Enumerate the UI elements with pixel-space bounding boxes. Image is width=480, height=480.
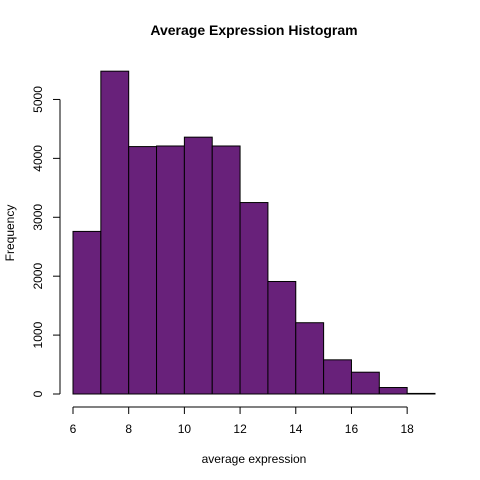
bars-group <box>72 70 436 395</box>
histogram-bar-18-19 <box>406 392 436 395</box>
chart-title: Average Expression Histogram <box>150 22 357 38</box>
y-axis-label: Frequency <box>3 205 17 262</box>
y-tick-label: 1000 <box>31 321 45 348</box>
x-tick-label: 8 <box>125 422 132 436</box>
y-tick-label: 4000 <box>31 145 45 172</box>
y-axis: 0 1000 2000 3000 4000 5000 <box>31 86 61 397</box>
histogram-bar-16-17 <box>350 371 380 395</box>
histogram-bar-8-9 <box>128 146 158 395</box>
histogram-bar-11-12 <box>211 145 241 395</box>
histogram-bar-9-10 <box>156 145 185 395</box>
y-tick-label: 5000 <box>31 86 45 113</box>
x-axis: 6 8 10 12 14 16 18 <box>70 406 414 436</box>
y-tick-label: 0 <box>31 390 45 397</box>
histogram-bar-6-7 <box>72 230 102 395</box>
x-tick-label: 14 <box>289 422 303 436</box>
histogram-bar-7-8 <box>100 70 130 395</box>
y-tick-label: 3000 <box>31 204 45 231</box>
x-tick-label: 12 <box>233 422 247 436</box>
x-tick-label: 10 <box>178 422 192 436</box>
x-tick-label: 6 <box>70 422 77 436</box>
y-tick-label: 2000 <box>31 263 45 290</box>
x-axis-label: average expression <box>202 452 307 466</box>
histogram-bar-15-16 <box>323 359 352 395</box>
histogram-bar-14-15 <box>295 322 325 395</box>
histogram-bar-17-18 <box>378 387 408 395</box>
histogram-bar-10-11 <box>183 136 213 395</box>
x-tick-label: 16 <box>345 422 359 436</box>
x-tick-label: 18 <box>400 422 414 436</box>
histogram-bar-13-14 <box>267 280 297 395</box>
histogram-bar-12-13 <box>239 202 269 395</box>
